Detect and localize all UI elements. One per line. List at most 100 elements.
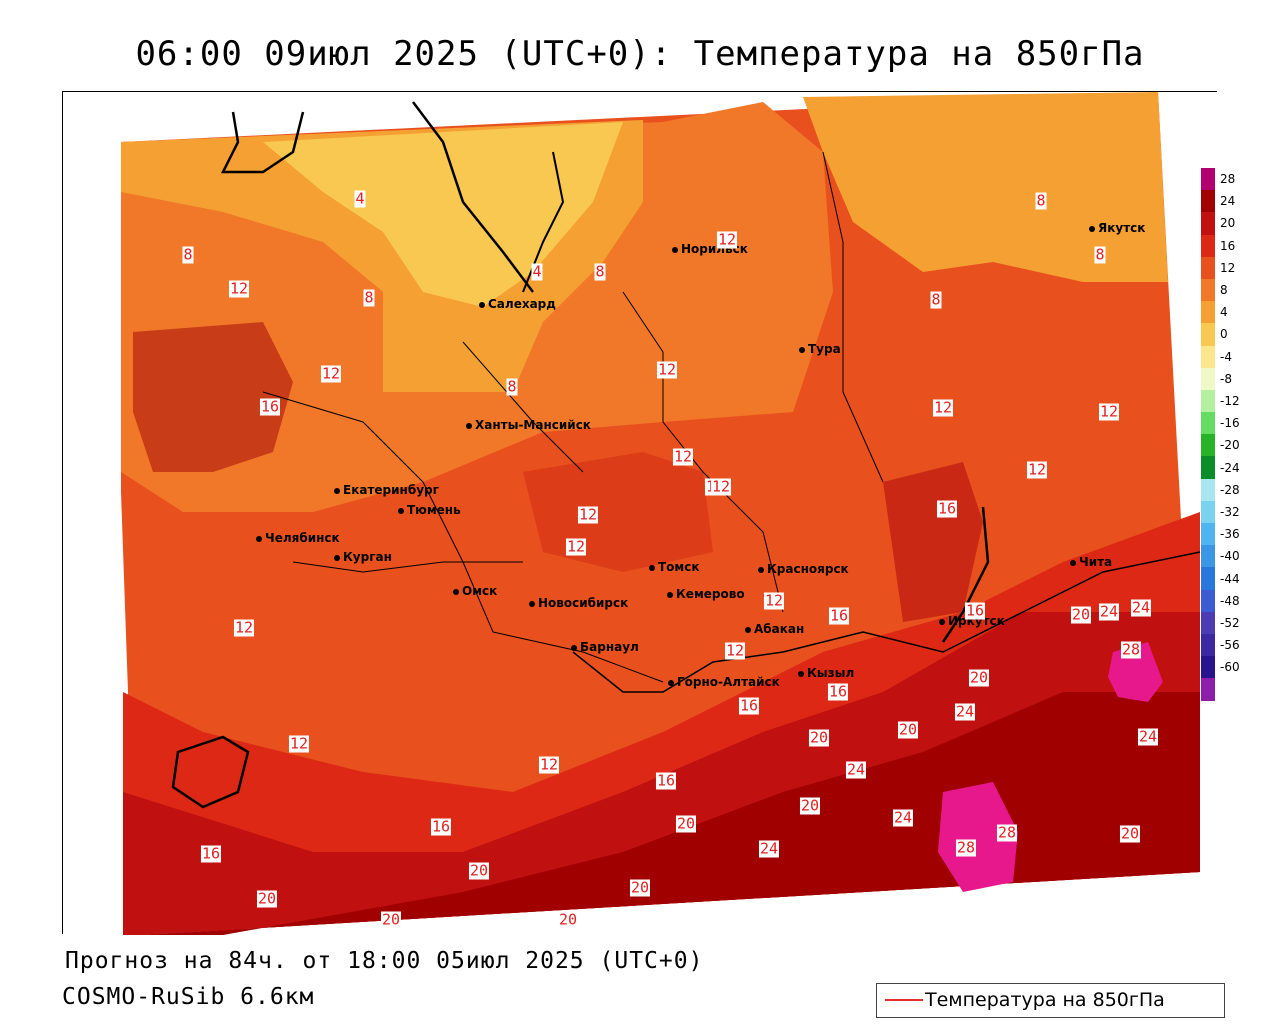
contour-label: 20 <box>629 878 651 897</box>
forecast-info: Прогноз на 84ч. от 18:00 05июл 2025 (UTC… <box>65 948 704 974</box>
colorbar-tick-label: -56 <box>1220 638 1240 653</box>
contour-label: 12 <box>763 591 785 610</box>
contour-label: 12 <box>672 447 694 466</box>
contour-label: 20 <box>1119 824 1141 843</box>
contour-label: 20 <box>380 910 402 929</box>
contour-label: 16 <box>828 606 850 625</box>
contour-label: 12 <box>320 364 342 383</box>
contour-label: 12 <box>577 505 599 524</box>
contour-label: 12 <box>1026 460 1048 479</box>
contour-label: 12 <box>565 537 587 556</box>
city-tomsk: Томск <box>649 560 700 574</box>
city-khanty-mansiysk: Ханты-Мансийск <box>466 418 591 432</box>
contour-label: 24 <box>892 808 914 827</box>
colorbar-segment <box>1201 256 1215 279</box>
contour-label: 16 <box>738 696 760 715</box>
colorbar-segment <box>1201 633 1215 657</box>
colorbar-segment <box>1201 567 1215 590</box>
colorbar-segment <box>1201 234 1215 257</box>
contour-label: 16 <box>259 397 281 416</box>
colorbar-segment <box>1201 168 1215 191</box>
contour-label: 12 <box>233 618 255 637</box>
contour-label: 24 <box>1098 602 1120 621</box>
colorbar-tick-label: 16 <box>1220 238 1236 253</box>
colorbar-tick-label: 8 <box>1220 283 1228 297</box>
colorbar-segment <box>1201 500 1215 523</box>
contour-label: 20 <box>468 861 490 880</box>
colorbar-segment <box>1201 412 1215 435</box>
contour-label: 20 <box>557 910 579 929</box>
colorbar <box>1201 168 1215 701</box>
colorbar-tick-label: -44 <box>1220 571 1240 586</box>
colorbar-segment <box>1201 589 1215 612</box>
colorbar-segment <box>1201 678 1215 701</box>
city-tyumen: Тюмень <box>398 503 461 517</box>
colorbar-tick-label: 4 <box>1220 305 1228 320</box>
model-name: COSMO-RuSib 6.6км <box>62 984 315 1010</box>
city-gorno-altaysk: Горно-Алтайск <box>668 675 780 689</box>
city-omsk: Омск <box>453 584 497 598</box>
colorbar-segment <box>1201 190 1215 213</box>
contour-label: 20 <box>256 889 278 908</box>
colorbar-segment <box>1201 456 1215 479</box>
contour-label: 24 <box>1137 727 1159 746</box>
city-krasnoyarsk: Красноярск <box>758 562 849 576</box>
city-tura: Тура <box>799 342 841 356</box>
city-kyzyl: Кызыл <box>798 666 854 680</box>
contour-label: 12 <box>710 477 732 496</box>
colorbar-tick-label: -24 <box>1220 460 1240 475</box>
contour-label: 12 <box>228 279 250 298</box>
legend-label: Температура на 850гПа <box>925 989 1165 1011</box>
colorbar-segment <box>1201 301 1215 324</box>
colorbar-segment <box>1201 278 1215 302</box>
contour-label: 12 <box>288 734 310 753</box>
contour-label: 24 <box>1130 598 1152 617</box>
colorbar-tick-label: -12 <box>1220 394 1240 408</box>
colorbar-tick-label: -20 <box>1220 438 1240 453</box>
temperature-field <box>63 92 1218 935</box>
colorbar-tick-label: -60 <box>1220 660 1240 675</box>
contour-label: 4 <box>354 189 366 208</box>
colorbar-segment <box>1201 323 1215 346</box>
colorbar-segment <box>1201 367 1215 390</box>
contour-label: 20 <box>675 814 697 833</box>
city-yekaterinburg: Екатеринбург <box>334 483 439 497</box>
city-irkutsk: Иркутск <box>939 614 1005 628</box>
colorbar-tick-label: 0 <box>1220 327 1228 342</box>
city-kurgan: Курган <box>334 550 392 564</box>
contour-label: 4 <box>531 262 543 281</box>
colorbar-segment <box>1201 212 1215 235</box>
colorbar-tick-label: 12 <box>1220 260 1236 275</box>
city-chita: Чита <box>1070 555 1112 569</box>
colorbar-segment <box>1201 545 1215 568</box>
colorbar-tick-label: 24 <box>1220 194 1236 209</box>
contour-label: 8 <box>182 245 194 264</box>
colorbar-segment <box>1201 434 1215 457</box>
city-barnaul: Барнаул <box>571 640 639 654</box>
contour-label: 16 <box>936 499 958 518</box>
colorbar-segment <box>1201 656 1215 679</box>
map-title: 06:00 09июл 2025 (UTC+0): Температура на… <box>135 34 1145 74</box>
city-chelyabinsk: Челябинск <box>256 531 340 545</box>
colorbar-tick-label: -32 <box>1220 505 1240 519</box>
colorbar-tick-label: -4 <box>1220 349 1232 364</box>
contour-label: 8 <box>1094 245 1106 264</box>
legend: Температура на 850гПа <box>876 983 1225 1018</box>
colorbar-segment <box>1201 345 1215 368</box>
colorbar-segment <box>1201 389 1215 413</box>
temperature-map: Норильск Якутск Салехард Тура Ханты-Манс… <box>62 91 1218 935</box>
colorbar-tick-label: 20 <box>1220 216 1236 231</box>
colorbar-tick-label: -40 <box>1220 549 1240 564</box>
colorbar-tick-label: 28 <box>1220 172 1236 186</box>
legend-line-swatch <box>885 999 923 1001</box>
contour-label: 16 <box>430 817 452 836</box>
contour-label: 20 <box>808 728 830 747</box>
contour-label: 28 <box>996 823 1018 842</box>
contour-label: 28 <box>1120 640 1142 659</box>
contour-label: 12 <box>1098 402 1120 421</box>
contour-label: 8 <box>506 377 518 396</box>
contour-label: 12 <box>724 641 746 660</box>
city-abakan: Абакан <box>745 622 804 636</box>
contour-label: 12 <box>656 360 678 379</box>
colorbar-tick-label: -52 <box>1220 616 1240 630</box>
